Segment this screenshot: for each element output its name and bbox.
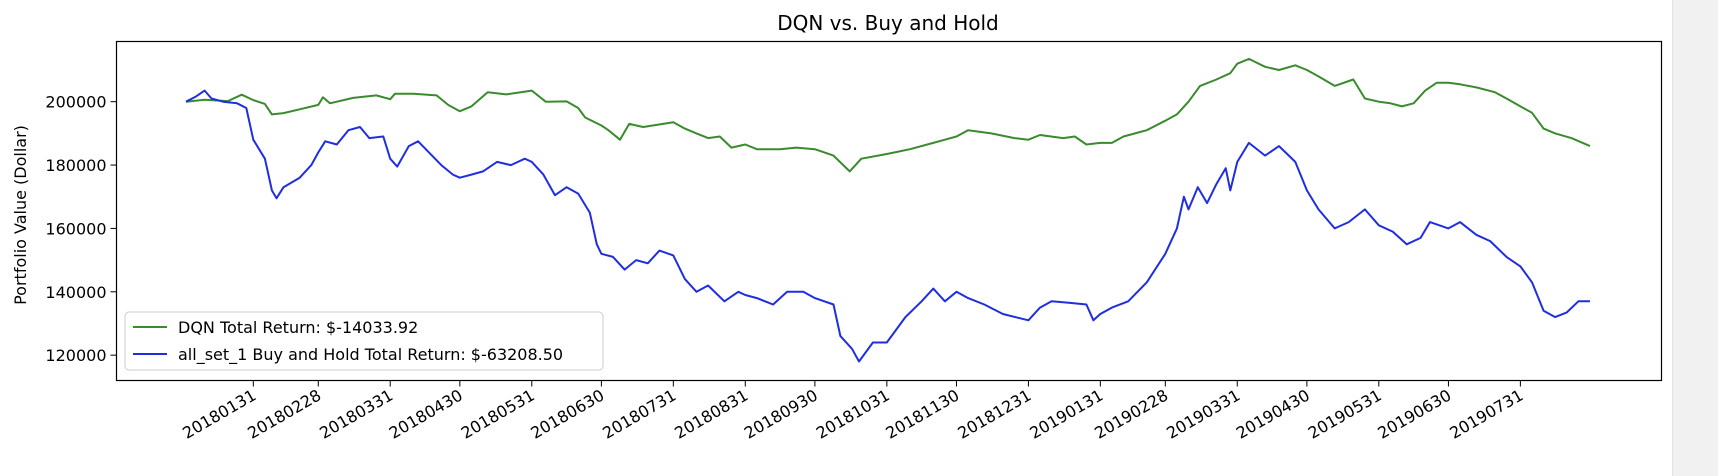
legend: DQN Total Return: $-14033.92 all_set_1 B…	[124, 311, 604, 371]
chart-background	[0, 0, 1672, 476]
y-tick-label: 200000	[45, 93, 106, 112]
legend-box	[124, 311, 604, 371]
y-tick-label: 140000	[45, 283, 106, 302]
y-tick-label: 180000	[45, 156, 106, 175]
legend-label-buy-and-hold: all_set_1 Buy and Hold Total Return: $-6…	[178, 345, 563, 365]
y-axis: 120000 140000 160000 180000 200000	[45, 93, 117, 365]
y-tick-label: 120000	[45, 346, 106, 365]
y-axis-label: Portfolio Value (Dollar)	[11, 125, 30, 305]
plot-frame	[115, 40, 1663, 382]
y-tick-label: 160000	[45, 219, 106, 238]
vertical-scrollbar[interactable]	[1672, 0, 1718, 476]
line-chart: DQN vs. Buy and Hold Portfolio Value (Do…	[0, 0, 1672, 476]
legend-label-dqn: DQN Total Return: $-14033.92	[178, 318, 418, 337]
chart-title: DQN vs. Buy and Hold	[777, 11, 999, 35]
series-line-buy-and-hold	[185, 89, 1590, 363]
series-lines	[185, 57, 1591, 363]
series-line-dqn	[185, 57, 1591, 173]
